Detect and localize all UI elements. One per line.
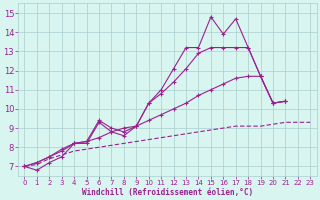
X-axis label: Windchill (Refroidissement éolien,°C): Windchill (Refroidissement éolien,°C) [82,188,253,197]
